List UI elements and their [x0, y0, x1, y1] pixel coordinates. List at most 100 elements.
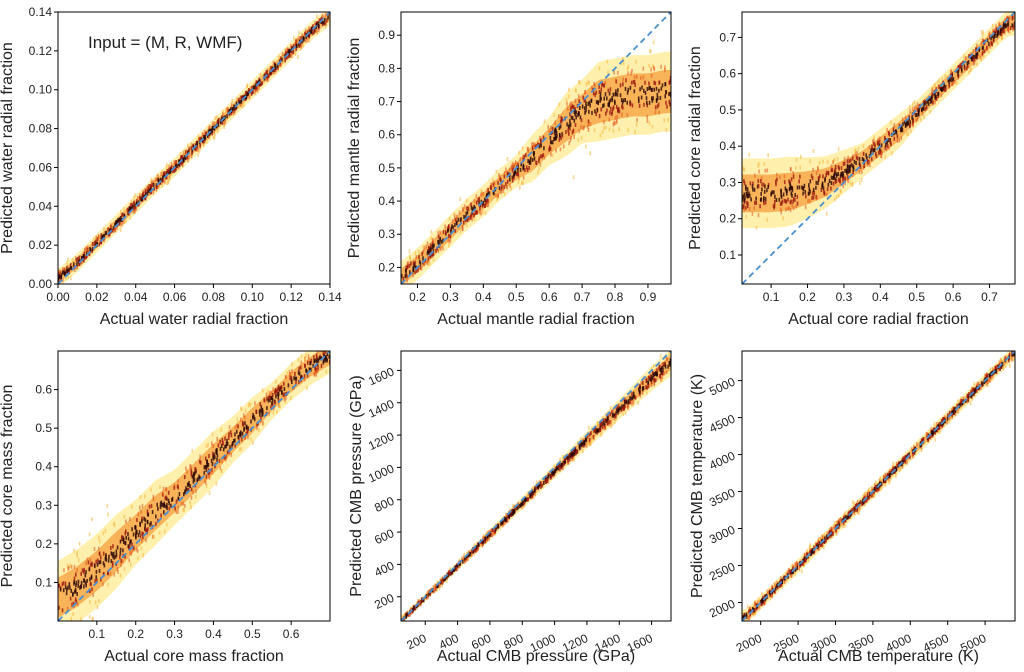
- data-point: [445, 230, 447, 235]
- data-point: [561, 463, 563, 467]
- data-point: [569, 112, 571, 117]
- data-point: [85, 561, 87, 566]
- data-point: [832, 160, 834, 165]
- data-point: [748, 606, 751, 611]
- data-point: [194, 467, 197, 472]
- y-tick-label: 0.5: [35, 421, 52, 435]
- data-point: [603, 421, 606, 426]
- data-point: [88, 532, 91, 537]
- data-point: [968, 70, 970, 75]
- data-point: [901, 128, 904, 133]
- data-point: [80, 617, 82, 621]
- data-point: [507, 518, 509, 523]
- data-point: [129, 517, 131, 521]
- data-point: [555, 148, 557, 153]
- data-point: [561, 118, 563, 123]
- data-point: [430, 229, 433, 234]
- data-point: [191, 448, 193, 453]
- data-point: [161, 180, 163, 185]
- y-tick-label: 1400: [366, 397, 396, 421]
- data-point: [847, 179, 849, 184]
- data-point: [587, 122, 590, 127]
- data-point: [172, 169, 174, 174]
- data-point: [408, 249, 411, 254]
- data-point: [940, 93, 943, 98]
- data-point: [669, 362, 671, 367]
- data-point: [933, 83, 936, 88]
- data-point: [598, 90, 601, 94]
- data-point: [611, 97, 614, 102]
- data-point: [267, 398, 270, 403]
- data-point: [587, 124, 589, 129]
- data-point: [491, 528, 494, 533]
- data-point: [190, 472, 193, 477]
- data-point: [842, 171, 844, 176]
- data-point: [128, 207, 131, 212]
- data-point: [994, 31, 996, 36]
- data-point: [232, 111, 234, 116]
- data-point: [194, 147, 197, 152]
- data-point: [130, 551, 133, 556]
- data-point: [318, 356, 321, 361]
- data-point: [954, 412, 957, 417]
- data-point: [946, 420, 948, 425]
- x-tick-label: 0.6: [283, 627, 300, 641]
- data-point: [745, 186, 747, 191]
- data-point: [119, 539, 122, 544]
- data-point: [878, 143, 881, 148]
- data-point: [74, 597, 77, 602]
- data-point: [521, 180, 523, 185]
- data-point: [224, 436, 226, 441]
- data-point: [868, 145, 871, 150]
- data-point: [230, 111, 232, 116]
- data-point: [517, 168, 519, 173]
- data-point: [835, 179, 838, 183]
- data-point: [616, 114, 618, 119]
- data-point: [505, 167, 507, 172]
- data-point: [880, 483, 882, 488]
- data-point: [951, 81, 954, 86]
- data-point: [608, 99, 611, 104]
- data-point: [557, 463, 559, 468]
- data-point: [66, 261, 68, 266]
- data-point: [531, 492, 534, 497]
- data-point: [599, 422, 601, 427]
- data-point: [991, 376, 994, 381]
- data-point: [931, 92, 934, 97]
- data-point: [168, 167, 170, 172]
- data-point: [585, 144, 587, 149]
- data-point: [856, 156, 859, 161]
- data-point: [583, 98, 586, 103]
- data-point: [253, 417, 256, 422]
- data-point: [615, 92, 617, 97]
- data-point: [554, 469, 556, 474]
- data-point: [509, 177, 511, 182]
- data-point: [800, 154, 802, 159]
- data-point: [820, 542, 823, 547]
- data-point: [835, 532, 838, 536]
- data-point: [136, 199, 138, 204]
- data-point: [133, 195, 135, 200]
- data-point: [324, 351, 326, 354]
- data-point: [658, 88, 660, 93]
- data-point: [162, 178, 164, 183]
- x-tick-label: 0.1: [763, 290, 780, 304]
- data-point: [544, 477, 547, 482]
- data-point: [634, 83, 636, 87]
- data-point: [538, 144, 541, 149]
- data-point: [150, 190, 153, 195]
- data-point: [175, 163, 178, 168]
- data-point: [802, 191, 804, 196]
- data-point: [518, 150, 520, 155]
- data-point: [208, 454, 210, 459]
- data-point: [929, 99, 932, 104]
- data-point: [516, 506, 518, 511]
- data-point: [61, 582, 64, 587]
- data-point: [503, 185, 505, 190]
- data-point: [98, 242, 101, 247]
- data-point: [574, 98, 577, 103]
- data-point: [451, 569, 453, 574]
- data-point: [775, 580, 777, 585]
- data-point: [651, 376, 654, 381]
- data-point: [234, 425, 237, 430]
